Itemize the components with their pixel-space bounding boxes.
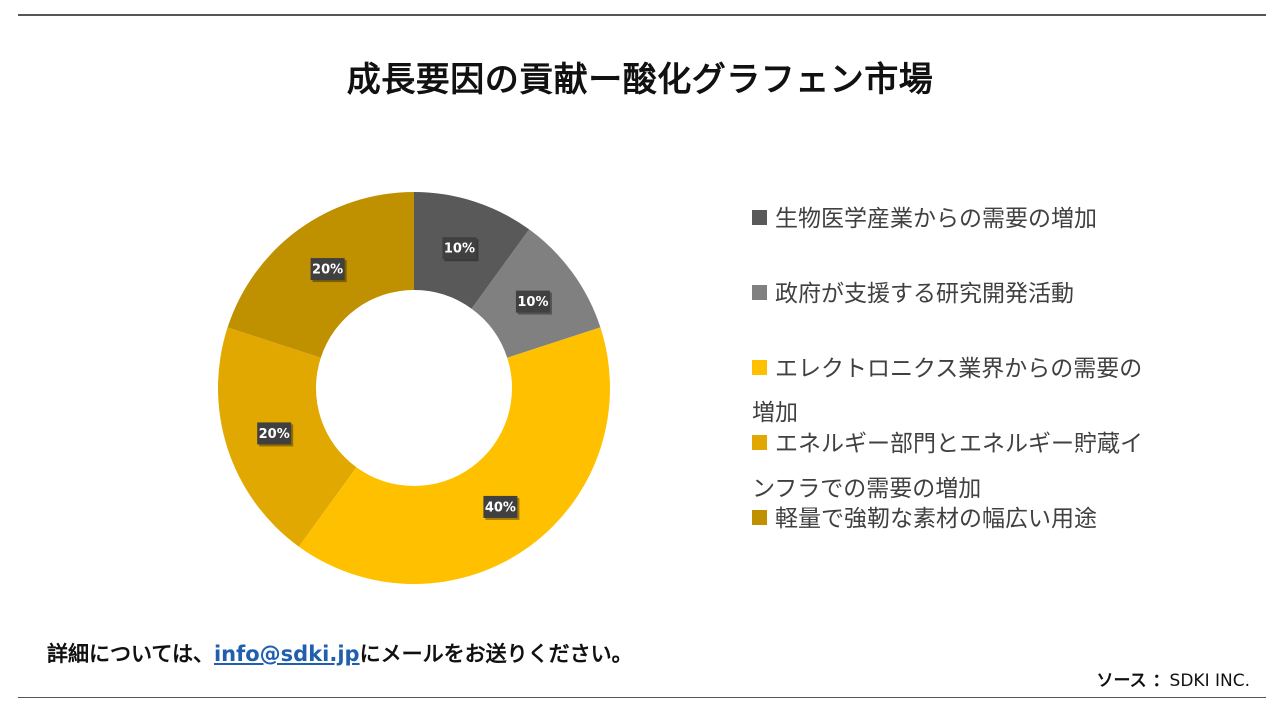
- svg-text:10%: 10%: [517, 295, 548, 310]
- svg-text:10%: 10%: [444, 242, 475, 257]
- bottom-divider: [18, 697, 1266, 698]
- data-label-energy: 20%: [257, 422, 294, 447]
- contact-note: 詳細については、info@sdki.jpにメールをお送りください。: [47, 638, 633, 668]
- legend-label-cont: 増加: [752, 400, 798, 426]
- legend-label-cont: ンフラでの需要の増加: [752, 476, 982, 502]
- legend-item-energy: エネルギー部門とエネルギー貯蔵イ: [752, 425, 1222, 463]
- legend-swatch: [752, 285, 767, 300]
- contact-note-suffix: にメールをお送りください。: [359, 642, 633, 666]
- data-label-lightweight: 20%: [310, 258, 347, 283]
- legend-label: エレクトロニクス業界からの需要の: [775, 356, 1143, 382]
- chart-title: 成長要因の貢献ー酸化グラフェン市場: [346, 60, 934, 100]
- donut-svg: 10% 10% 40% 20% 20%: [218, 192, 610, 584]
- legend-item-energy-cont: ンフラでの需要の増加: [752, 470, 1222, 508]
- legend-item-government-rnd: 政府が支援する研究開発活動: [752, 275, 1222, 313]
- legend-swatch: [752, 510, 767, 525]
- legend-label: 政府が支援する研究開発活動: [775, 281, 1074, 307]
- source-label: ソース ：: [1096, 671, 1170, 691]
- legend-item-biomedical: 生物医学産業からの需要の増加: [752, 200, 1222, 238]
- legend-label: エネルギー部門とエネルギー貯蔵イ: [775, 431, 1143, 457]
- data-label-biomedical: 10%: [442, 237, 479, 262]
- legend-swatch: [752, 210, 767, 225]
- legend-label: 軽量で強靭な素材の幅広い用途: [775, 506, 1097, 532]
- data-label-electronics: 40%: [483, 495, 520, 520]
- legend-swatch: [752, 435, 767, 450]
- data-label-government-rnd: 10%: [515, 290, 552, 315]
- source-value: SDKI INC.: [1169, 671, 1250, 691]
- legend-item-lightweight: 軽量で強靭な素材の幅広い用途: [752, 500, 1222, 538]
- legend-item-electronics-cont: 増加: [752, 394, 1222, 432]
- contact-note-prefix: 詳細については、: [47, 642, 214, 666]
- legend-item-electronics: エレクトロニクス業界からの需要の: [752, 350, 1222, 388]
- svg-text:40%: 40%: [485, 500, 516, 515]
- legend-swatch: [752, 360, 767, 375]
- email-link[interactable]: info@sdki.jp: [213, 642, 360, 666]
- top-divider: [18, 14, 1266, 16]
- svg-text:20%: 20%: [259, 427, 290, 442]
- donut-slice-electronics: [298, 327, 610, 584]
- legend-label: 生物医学産業からの需要の増加: [775, 206, 1097, 232]
- source-credit: ソース ：SDKI INC.: [1096, 666, 1250, 691]
- svg-text:20%: 20%: [312, 263, 343, 278]
- donut-chart: 10% 10% 40% 20% 20%: [214, 188, 614, 588]
